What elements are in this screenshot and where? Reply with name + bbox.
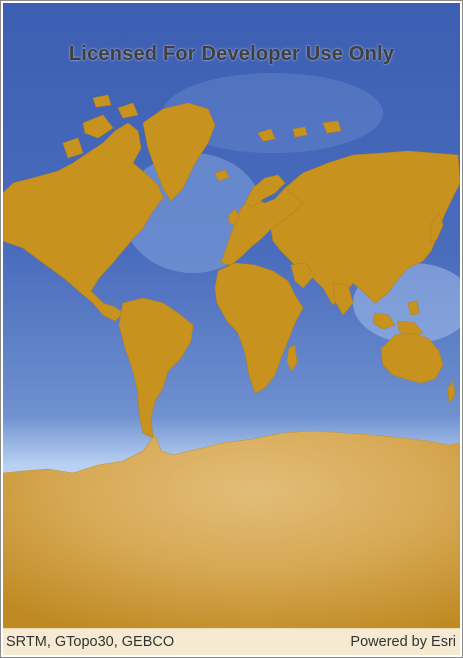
developer-license-watermark: Licensed For Developer Use Only (68, 43, 395, 65)
attribution-sources: SRTM, GTopo30, GEBCO (6, 634, 175, 650)
north-america (3, 122, 164, 322)
australia (380, 332, 444, 384)
attribution-bar: SRTM, GTopo30, GEBCO Powered by Esri (3, 628, 460, 655)
madagascar (286, 344, 298, 372)
powered-by-esri[interactable]: Powered by Esri (350, 634, 456, 650)
british-isles (228, 208, 240, 226)
scandinavia (244, 174, 286, 208)
south-america (118, 297, 194, 439)
svalbard-islands (257, 120, 342, 142)
canadian-archipelago (62, 94, 139, 159)
new-zealand (447, 380, 456, 404)
landmasses (3, 94, 460, 439)
greenland (142, 102, 216, 202)
arabia-india (290, 262, 354, 316)
japan (430, 212, 444, 244)
antarctica (3, 430, 460, 628)
iceland (214, 169, 230, 182)
world-map[interactable] (3, 3, 460, 628)
map-view[interactable]: Licensed For Developer Use Only (3, 3, 460, 628)
asia (270, 150, 460, 306)
africa (214, 262, 304, 394)
